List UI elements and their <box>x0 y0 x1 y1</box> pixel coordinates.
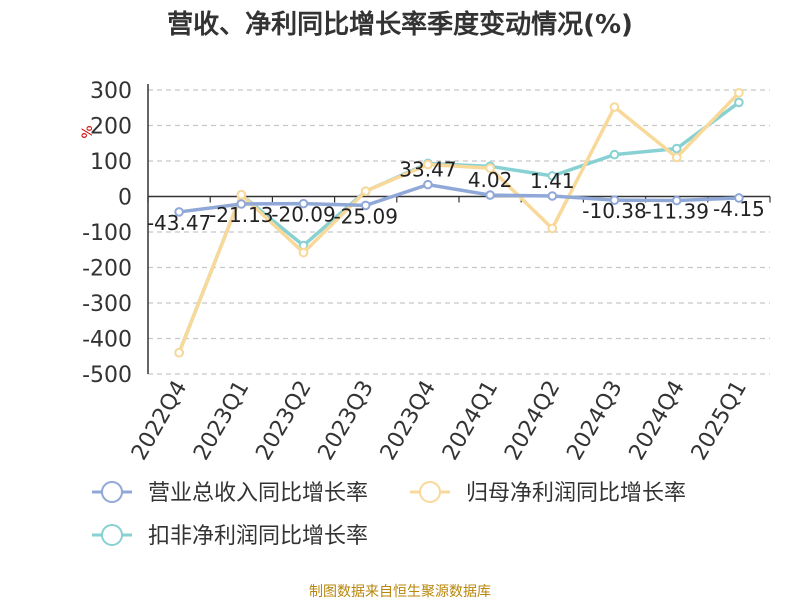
data-label: 1.41 <box>530 169 575 193</box>
series-line <box>178 182 739 214</box>
series-point <box>734 88 744 98</box>
chart-title: 营收、净利同比增长率季度变动情况(%) <box>167 9 633 40</box>
x-tick-label: 2024Q3 <box>562 377 627 465</box>
series-point <box>360 186 371 196</box>
legend-marker <box>101 481 123 503</box>
x-tick-label: 2023Q3 <box>314 377 379 465</box>
series-point <box>734 97 744 108</box>
grid <box>148 89 770 375</box>
series-point <box>298 198 309 209</box>
data-label: -4.15 <box>713 197 765 221</box>
series-point <box>547 191 558 201</box>
x-tick-label: 2025Q1 <box>687 377 752 465</box>
x-tick-label: 2024Q4 <box>625 377 690 465</box>
y-tick-label: -200 <box>82 257 132 282</box>
series-point <box>547 223 558 234</box>
x-tick-label: 2022Q4 <box>127 377 192 465</box>
x-tick-label: 2024Q1 <box>438 376 503 464</box>
x-tick-label: 2023Q4 <box>376 377 441 465</box>
series-point <box>174 347 184 358</box>
y-tick-label: -100 <box>82 221 132 246</box>
data-label: -10.38 <box>582 199 646 223</box>
series-point <box>671 195 682 206</box>
y-tick-label: -500 <box>82 363 132 388</box>
y-tick-label: 200 <box>90 115 132 140</box>
series-point <box>671 152 682 163</box>
y-tick-label: -400 <box>82 328 132 353</box>
series-line <box>177 91 741 354</box>
series-point <box>609 195 620 205</box>
series-point <box>547 171 558 181</box>
legend-label: 扣非净利润同比增长率 <box>148 524 368 549</box>
legend-marker <box>101 524 123 546</box>
series-point <box>236 199 247 209</box>
y-tick-label: 300 <box>90 79 132 104</box>
series-point <box>423 179 433 190</box>
data-label: -11.39 <box>644 200 708 224</box>
source-note: 制图数据来自恒生聚源数据库 <box>309 584 491 600</box>
x-tick-label: 2023Q2 <box>251 377 316 465</box>
series-point <box>298 247 309 258</box>
series-point <box>236 189 247 200</box>
axes: 3002001000-100-200-300-400-5002022Q42023… <box>82 79 771 465</box>
data-label: 33.47 <box>399 158 456 182</box>
data-label: -20.09 <box>271 203 335 227</box>
series-point <box>360 200 371 211</box>
x-tick-label: 2024Q2 <box>500 377 565 465</box>
y-tick-label: 0 <box>118 186 132 211</box>
data-label: -43.47 <box>147 211 211 235</box>
legend-label: 营业总收入同比增长率 <box>148 481 368 506</box>
series-layer <box>174 88 744 358</box>
y-tick-label: 100 <box>90 150 132 175</box>
series-point <box>609 102 620 112</box>
data-label: -21.13 <box>209 203 273 227</box>
series-point <box>671 143 682 154</box>
series-point <box>423 159 433 170</box>
data-label: 4.02 <box>468 168 513 192</box>
series-point <box>485 163 495 173</box>
y-tick-label: -300 <box>82 292 132 317</box>
series-point <box>734 193 744 203</box>
series-point <box>174 207 184 217</box>
legend-marker <box>419 481 441 503</box>
y-axis-unit: % <box>80 125 96 138</box>
data-label: -25.09 <box>333 204 397 228</box>
legend-label: 归母净利润同比增长率 <box>466 481 686 506</box>
series-point <box>609 149 620 160</box>
series-point <box>485 190 495 200</box>
x-tick-label: 2023Q1 <box>189 377 254 465</box>
